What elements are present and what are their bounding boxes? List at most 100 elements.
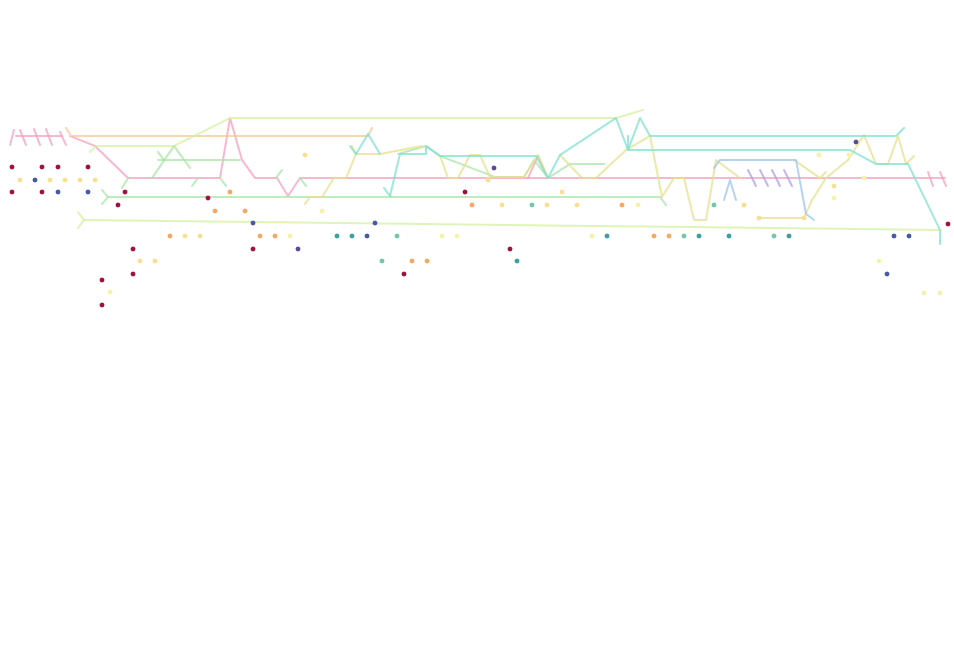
branch-line-purple-45 xyxy=(747,169,757,187)
commit-dot-13 xyxy=(85,189,91,195)
branch-line-lime-16 xyxy=(77,219,85,229)
commit-dot-63 xyxy=(604,233,610,239)
commit-dot-9 xyxy=(92,177,98,183)
branch-line-green-23 xyxy=(157,151,165,161)
branch-line-purple-48 xyxy=(783,169,793,187)
branch-line-pink-3 xyxy=(19,129,27,146)
commit-dot-40 xyxy=(152,258,158,264)
commit-dot-2 xyxy=(55,164,61,170)
commit-dot-4 xyxy=(17,177,23,183)
commit-dot-50 xyxy=(302,152,308,158)
commit-dot-11 xyxy=(39,189,45,195)
commit-dot-15 xyxy=(115,202,121,208)
commit-dot-79 xyxy=(853,139,859,145)
branch-line-green-18 xyxy=(101,189,109,198)
commit-dot-84 xyxy=(884,271,890,277)
commit-dot-45 xyxy=(130,271,136,277)
commit-dot-21 xyxy=(167,233,173,239)
commit-dot-82 xyxy=(906,233,912,239)
commit-dot-39 xyxy=(137,258,143,264)
branch-line-teal-40 xyxy=(383,187,391,197)
commit-dot-46 xyxy=(401,271,407,277)
branch-line-green-26 xyxy=(275,169,283,179)
commit-dot-24 xyxy=(250,220,256,226)
branch-line-teal-42 xyxy=(627,135,941,245)
branch-line-teal-41 xyxy=(547,117,905,179)
commit-dot-61 xyxy=(635,202,641,208)
commit-dot-70 xyxy=(741,202,747,208)
commit-dot-44 xyxy=(514,258,520,264)
commit-dots xyxy=(9,139,951,308)
commit-dot-5 xyxy=(32,177,38,183)
branch-line-peach-11 xyxy=(65,127,71,135)
commit-dot-18 xyxy=(212,208,218,214)
commit-dot-0 xyxy=(9,164,15,170)
branch-line-blue-43 xyxy=(713,159,815,221)
branch-line-teal-39 xyxy=(389,145,549,197)
commit-dot-83 xyxy=(876,258,882,264)
commit-dot-37 xyxy=(295,246,301,252)
commit-dot-49 xyxy=(99,302,105,308)
branch-line-green-19 xyxy=(101,196,109,205)
commit-dot-7 xyxy=(62,177,68,183)
commit-dot-86 xyxy=(937,290,943,296)
commit-dot-72 xyxy=(786,233,792,239)
commit-dot-68 xyxy=(711,202,717,208)
branch-line-teal-37 xyxy=(349,145,357,155)
commit-dot-66 xyxy=(681,233,687,239)
commit-dot-76 xyxy=(846,152,852,158)
commit-dot-34 xyxy=(454,233,460,239)
branch-line-green-25 xyxy=(219,177,227,187)
commit-dot-20 xyxy=(319,208,325,214)
commit-dot-35 xyxy=(130,246,136,252)
commit-dot-58 xyxy=(574,202,580,208)
branch-line-khaki-36 xyxy=(793,159,827,179)
commit-dot-25 xyxy=(372,220,378,226)
commit-dot-32 xyxy=(394,233,400,239)
branch-line-purple-46 xyxy=(759,169,769,187)
commit-dot-28 xyxy=(287,233,293,239)
branch-line-khaki-33 xyxy=(559,135,741,221)
commit-dot-75 xyxy=(816,152,822,158)
branch-line-green-22 xyxy=(151,145,191,179)
commit-dot-43 xyxy=(424,258,430,264)
branch-line-lime-14 xyxy=(83,219,941,231)
branch-line-green-28 xyxy=(397,145,605,179)
commit-dot-81 xyxy=(891,233,897,239)
commit-dot-87 xyxy=(945,221,951,227)
branch-line-lime-15 xyxy=(77,211,85,221)
commit-dot-55 xyxy=(499,202,505,208)
commit-dot-1 xyxy=(39,164,45,170)
branch-line-green-20 xyxy=(121,177,129,189)
branch-line-green-17 xyxy=(107,196,667,206)
branch-line-green-24 xyxy=(191,177,199,187)
commit-dot-56 xyxy=(529,202,535,208)
commit-dot-78 xyxy=(831,195,837,201)
commit-dot-42 xyxy=(409,258,415,264)
branch-line-peach-10 xyxy=(71,127,373,137)
commit-dot-73 xyxy=(756,215,762,221)
commit-dot-69 xyxy=(726,233,732,239)
branch-line-pink-7 xyxy=(927,171,934,187)
commit-dot-10 xyxy=(9,189,15,195)
commit-dot-27 xyxy=(272,233,278,239)
commit-dot-47 xyxy=(99,277,105,283)
commit-dot-26 xyxy=(257,233,263,239)
branch-line-khaki-30 xyxy=(304,196,311,205)
commit-dot-23 xyxy=(197,233,203,239)
commit-dot-54 xyxy=(469,202,475,208)
commit-dot-17 xyxy=(227,189,233,195)
branch-line-pink-1 xyxy=(69,117,946,197)
commit-dot-52 xyxy=(491,165,497,171)
commit-dot-3 xyxy=(85,164,91,170)
commit-dot-6 xyxy=(47,177,53,183)
branch-lines xyxy=(9,109,947,245)
commit-dot-80 xyxy=(861,175,867,181)
commit-dot-22 xyxy=(182,233,188,239)
commit-dot-51 xyxy=(462,189,468,195)
commit-dot-36 xyxy=(250,246,256,252)
commit-dot-71 xyxy=(771,233,777,239)
commit-dot-19 xyxy=(242,208,248,214)
branch-line-green-27 xyxy=(299,177,307,187)
branch-line-pink-2 xyxy=(9,129,15,146)
